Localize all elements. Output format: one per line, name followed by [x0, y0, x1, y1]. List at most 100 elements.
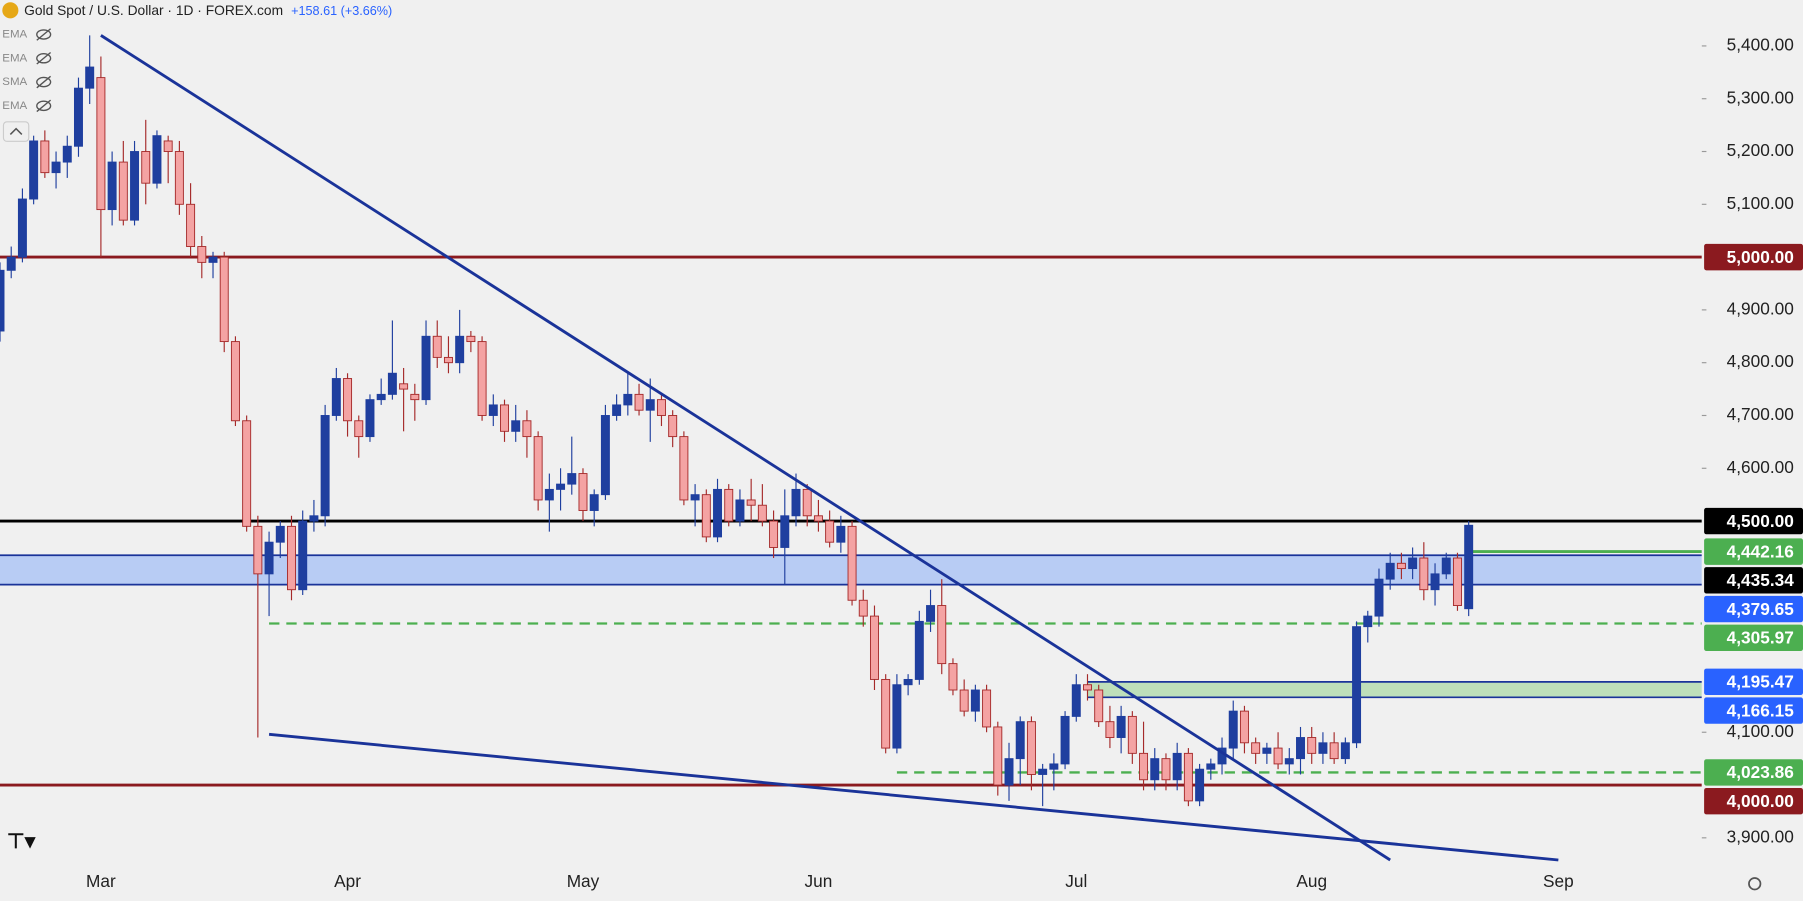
price-change: +158.61 (+3.66%): [291, 4, 392, 18]
x-tick-label: Mar: [86, 871, 116, 891]
candle-body: [1307, 737, 1317, 754]
candle-body: [690, 494, 700, 501]
candle-body: [1083, 684, 1092, 691]
candle-body: [287, 525, 296, 591]
eye-slash: [36, 99, 52, 113]
indicator-list: EMA EMA SMA EMA: [2, 28, 52, 113]
candle-body: [432, 335, 442, 358]
price-label: 4,023.86: [1727, 762, 1794, 782]
indicator-label: SMA: [2, 76, 27, 88]
candle-body: [780, 515, 790, 548]
candle-body: [668, 415, 678, 438]
candle-body: [455, 335, 465, 364]
collapse-button[interactable]: [2, 121, 30, 142]
candle-body: [948, 663, 958, 691]
y-tick-label: 5,100.00: [1727, 193, 1794, 213]
candle-body: [399, 383, 409, 390]
chevron-icon: [9, 127, 23, 135]
candle-body: [1071, 684, 1081, 717]
y-tick-label: 4,100.00: [1727, 721, 1794, 741]
settings-icon[interactable]: [1748, 877, 1762, 891]
candle-body: [724, 488, 734, 522]
candle-body: [477, 341, 487, 416]
candle-body: [937, 605, 947, 665]
candle-body: [1004, 758, 1014, 786]
candle-body: [6, 256, 16, 271]
candle-body: [1464, 524, 1474, 610]
candle-body: [1396, 562, 1406, 570]
price-label: 5,000.00: [1727, 247, 1794, 267]
price-label: 4,442.16: [1727, 541, 1794, 561]
candle-body: [825, 520, 835, 543]
candle-body: [51, 161, 61, 174]
candle-body: [578, 473, 588, 511]
candle-body: [466, 335, 476, 343]
x-tick-label: Jun: [805, 871, 833, 891]
candle-body: [1329, 742, 1339, 760]
candle-body: [701, 494, 711, 538]
x-tick-label: Sep: [1543, 871, 1574, 891]
candle-body: [387, 372, 397, 395]
candle-body: [1116, 715, 1126, 738]
candle-body: [1452, 557, 1462, 606]
candle-body: [152, 135, 162, 184]
candle-body: [1150, 758, 1160, 781]
candle-body: [1430, 573, 1440, 591]
candle-body: [1161, 758, 1171, 781]
candle-body: [914, 620, 924, 680]
price-label-box: [1704, 567, 1803, 594]
price-label-box: [1704, 595, 1803, 623]
y-tick-label: 5,400.00: [1727, 34, 1794, 54]
candle-body: [1296, 737, 1305, 760]
trendline: [268, 732, 1559, 862]
price-label: 4,379.65: [1727, 599, 1795, 619]
price-label-box: [1704, 624, 1803, 652]
candle-body: [376, 393, 386, 401]
candle-body: [903, 678, 913, 686]
y-tick-label: 5,200.00: [1727, 140, 1794, 160]
candle-body: [1172, 752, 1182, 781]
candle-body: [1273, 747, 1283, 765]
candle-body: [634, 393, 644, 411]
candle-body: [1239, 710, 1249, 744]
candle-body: [645, 399, 655, 411]
candle-body: [1049, 763, 1059, 770]
candle-body: [522, 420, 532, 438]
axis-layer: 5,400.00 5,300.00 5,200.00 5,100.00 4,900.00…: [86, 34, 1803, 891]
candle-body: [544, 488, 554, 501]
y-tick-label: 4,700.00: [1727, 404, 1794, 424]
candle-body: [365, 399, 375, 438]
candle-body: [343, 378, 353, 422]
candle-body: [29, 140, 39, 200]
y-tick-label: 3,900.00: [1727, 826, 1794, 846]
candle-body: [1340, 742, 1350, 760]
candle-body: [73, 87, 83, 147]
candle-body: [443, 356, 453, 364]
candle-body: [1262, 747, 1272, 754]
candle-body: [1206, 763, 1216, 770]
indicator-label: EMA: [2, 29, 27, 41]
candle-body: [197, 246, 207, 263]
candle-body: [735, 499, 745, 522]
candle-body: [1352, 626, 1362, 744]
candle-body: [118, 161, 128, 221]
candle-body: [567, 473, 577, 485]
candle-body: [298, 520, 308, 591]
x-tick-label: Jul: [1065, 871, 1087, 891]
plot-area: [0, 34, 1702, 862]
candle-body: [1038, 768, 1048, 775]
indicator-label: EMA: [2, 52, 27, 64]
candle-body: [1374, 578, 1384, 617]
candle-body: [163, 140, 173, 152]
candle-body: [264, 541, 274, 575]
x-tick-label: Apr: [334, 871, 361, 891]
eye-slash: [36, 28, 52, 41]
symbol-icon: [2, 2, 19, 19]
price-axis: [1701, 0, 1803, 901]
candle-body: [141, 151, 151, 184]
candle-body: [85, 66, 95, 89]
candle-body: [500, 404, 509, 432]
price-label: 4,305.97: [1727, 627, 1794, 647]
candle-body: [1284, 758, 1294, 765]
